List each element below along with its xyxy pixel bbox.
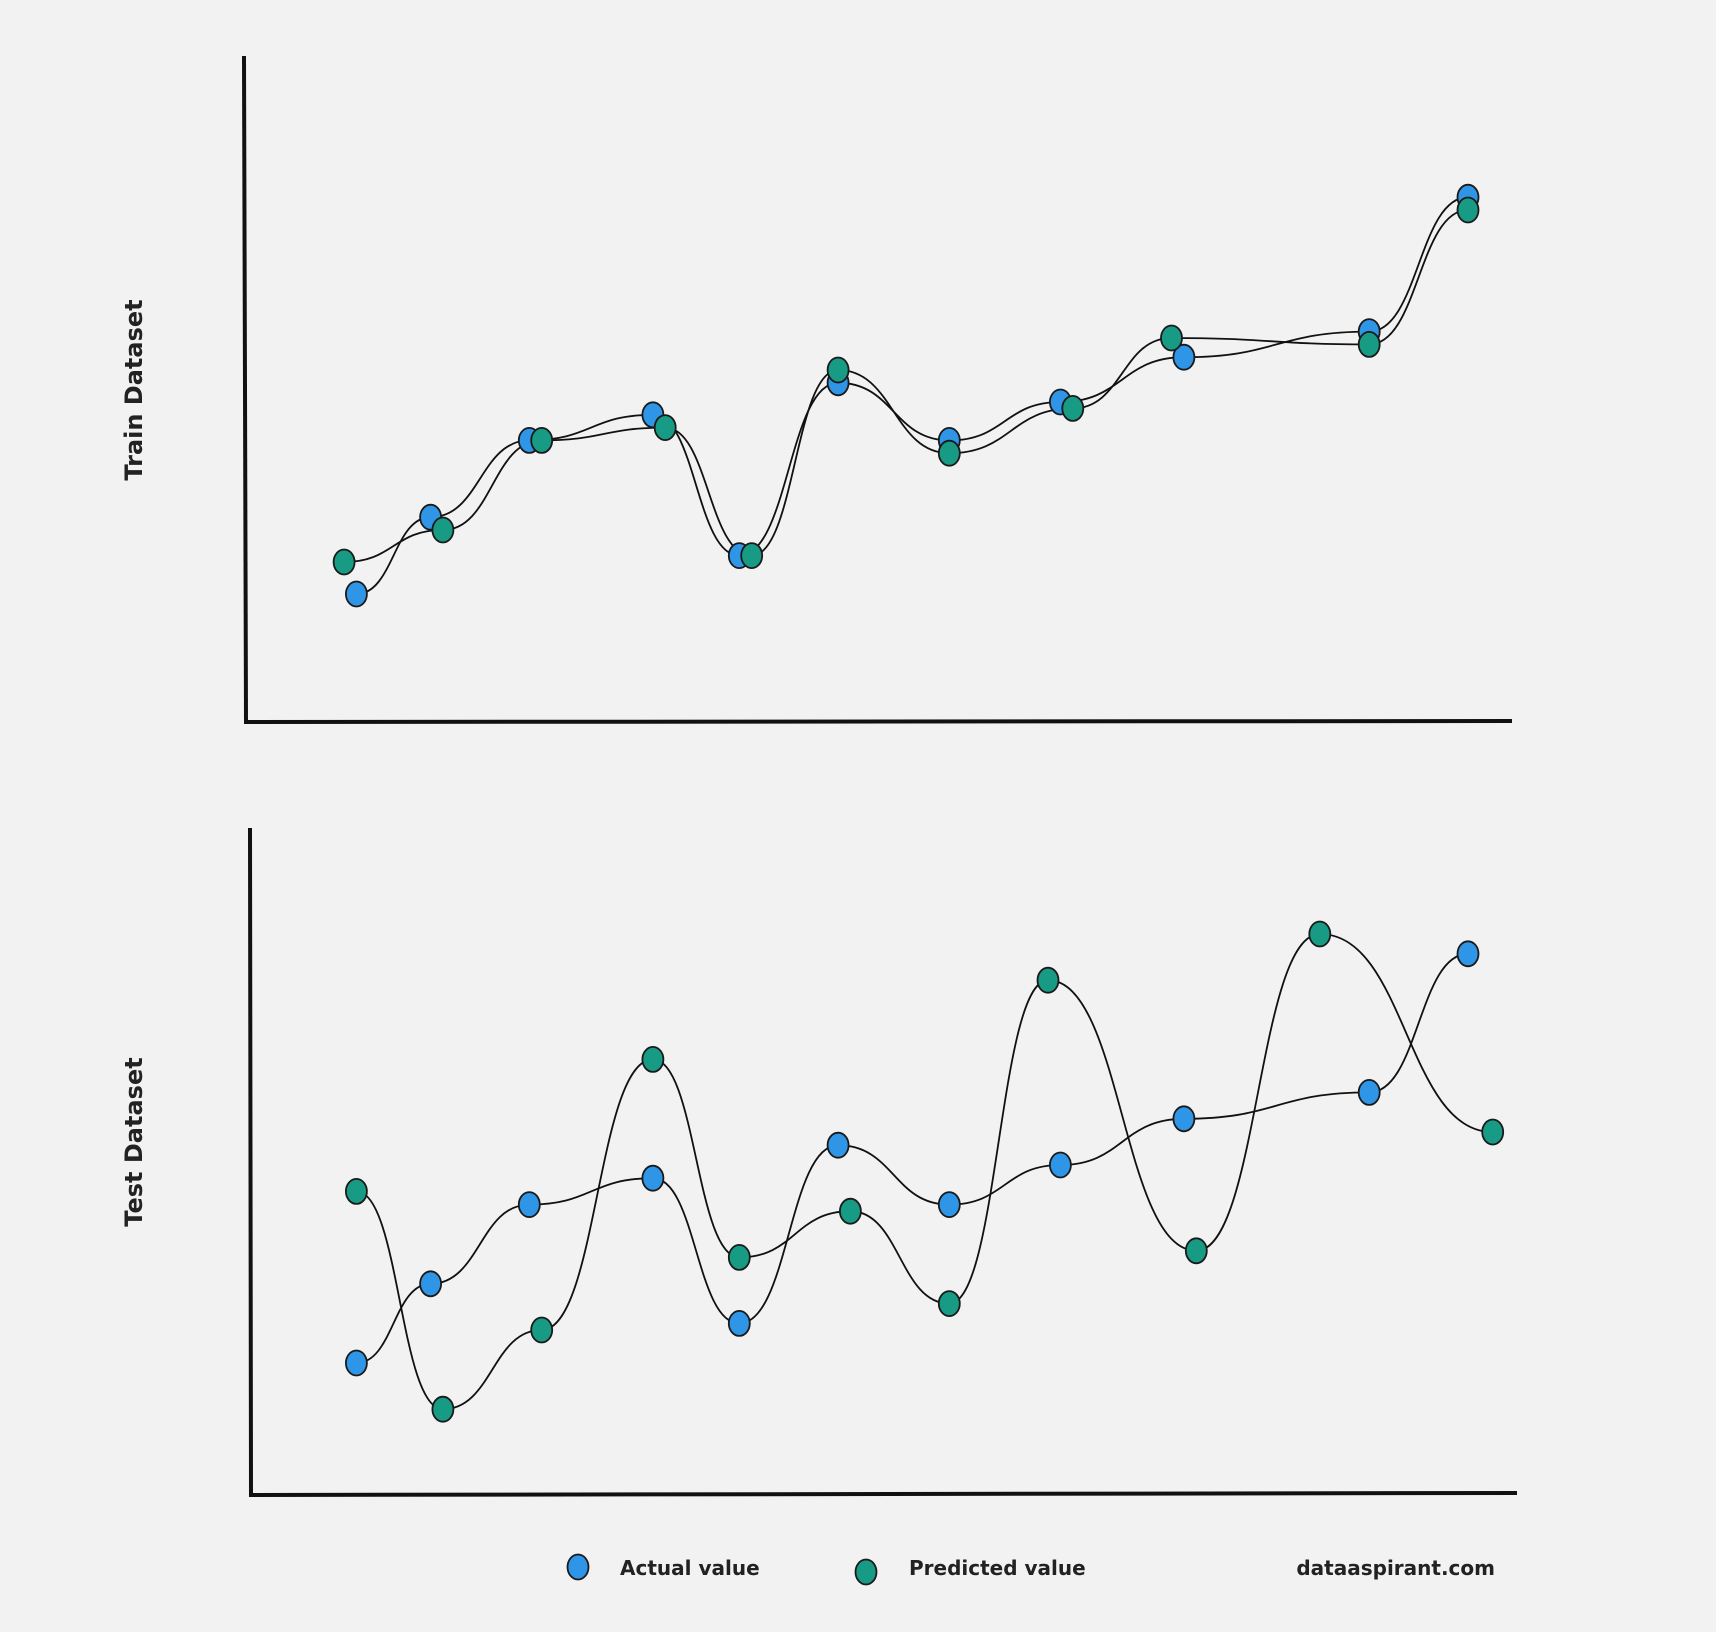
train-predicted-point (740, 542, 764, 569)
train-predicted-point (1357, 330, 1381, 358)
test-actual-point (517, 1191, 541, 1218)
train-predicted-point (332, 548, 356, 576)
legend-predicted-label: Predicted value (909, 1556, 1086, 1580)
test-predicted-point (727, 1244, 751, 1271)
test-actual-point (1049, 1151, 1072, 1179)
train-predicted-point (1160, 324, 1183, 352)
test-actual-point (826, 1131, 850, 1159)
test-actual-point (937, 1191, 961, 1218)
legend: Actual value Predicted value dataaspiran… (566, 1553, 1495, 1586)
test-panel: Test Dataset (120, 827, 1518, 1498)
train-axis-label: Train Dataset (120, 299, 148, 480)
train-panel: Train Dataset (120, 55, 1513, 725)
test-actual-point (344, 1349, 368, 1377)
test-actual-point (419, 1270, 443, 1298)
test-predicted-point (1036, 966, 1060, 994)
test-points (344, 920, 1505, 1423)
train-predicted-point (1061, 394, 1085, 422)
train-predicted-point (826, 356, 850, 384)
train-predicted-point (431, 516, 455, 544)
test-predicted-point (839, 1197, 862, 1225)
train-predicted-point (653, 414, 677, 442)
test-actual-point (1357, 1079, 1381, 1106)
test-predicted-point (431, 1395, 455, 1423)
train-x-axis (243, 718, 1513, 725)
test-predicted-point (1184, 1237, 1208, 1265)
test-predicted-point (1481, 1118, 1505, 1146)
test-predicted-point (641, 1046, 665, 1073)
test-actual-point (727, 1310, 751, 1337)
legend-actual-label: Actual value (620, 1556, 760, 1580)
test-actual-point (1172, 1105, 1196, 1133)
test-predicted-point (937, 1290, 961, 1317)
train-predicted-point (530, 426, 554, 454)
test-predicted-point (344, 1178, 368, 1205)
test-axis-label: Test Dataset (120, 1057, 148, 1226)
train-actual-point (344, 580, 368, 608)
legend-predicted-marker (854, 1558, 878, 1586)
train-points (332, 183, 1480, 608)
test-predicted-point (1308, 920, 1332, 948)
legend-actual-marker (566, 1553, 590, 1581)
test-actual-point (641, 1164, 665, 1192)
train-y-axis (241, 55, 249, 725)
test-y-axis (247, 827, 254, 1498)
test-actual-point (1456, 940, 1480, 968)
test-predicted-curve (356, 933, 1493, 1411)
test-predicted-point (530, 1316, 554, 1344)
train-predicted-point (1456, 196, 1480, 224)
train-actual-point (1172, 343, 1196, 371)
train-predicted-point (937, 439, 961, 467)
site-credit: dataaspirant.com (1296, 1556, 1495, 1580)
test-x-axis (248, 1490, 1518, 1498)
